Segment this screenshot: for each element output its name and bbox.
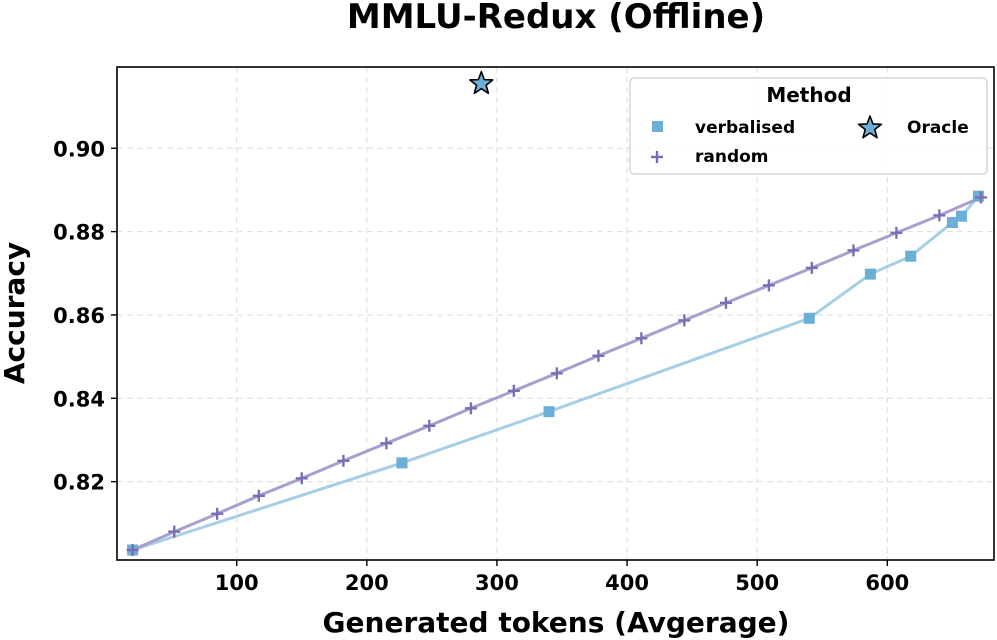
data-point-verbalised — [955, 210, 967, 222]
data-point-random — [974, 191, 987, 204]
data-point-random — [678, 314, 691, 327]
x-tick-label: 600 — [865, 571, 909, 595]
data-point-random — [635, 332, 648, 345]
data-point-verbalised — [396, 457, 408, 469]
data-point-random — [295, 472, 308, 485]
data-point-verbalised — [803, 312, 815, 324]
data-point-random — [592, 349, 605, 362]
legend-box — [629, 77, 988, 175]
data-point-random — [762, 279, 775, 292]
data-point-random — [507, 384, 520, 397]
data-point-random — [126, 543, 139, 556]
y-axis: 0.82 0.84 0.86 0.88 0.90 — [53, 137, 117, 495]
data-point-random — [890, 226, 903, 239]
data-point-random — [847, 244, 860, 257]
x-tick-label: 500 — [735, 571, 779, 595]
x-tick-label: 100 — [215, 571, 259, 595]
x-tick-label: 200 — [345, 571, 389, 595]
x-axis: 100 200 300 400 500 600 — [215, 560, 909, 595]
data-point-verbalised — [972, 190, 984, 202]
legend-marker-random — [651, 151, 663, 163]
legend-marker-oracle — [857, 115, 883, 139]
data-point-random — [464, 402, 477, 415]
data-point-random — [337, 454, 350, 467]
series-markers — [126, 70, 987, 556]
legend-label-random: random — [695, 147, 769, 167]
data-point-oracle — [469, 70, 494, 95]
data-point-random — [805, 261, 818, 274]
data-point-random — [423, 419, 436, 432]
y-tick-label: 0.86 — [53, 304, 105, 328]
x-axis-label: Generated tokens (Avgerage) — [323, 606, 790, 639]
data-point-random — [211, 507, 224, 520]
legend-title: Method — [766, 83, 851, 107]
data-point-verbalised — [864, 268, 876, 280]
data-point-random — [168, 525, 181, 538]
y-tick-label: 0.84 — [53, 387, 105, 411]
data-point-random — [252, 489, 265, 502]
legend-label-verbalised: verbalised — [695, 118, 795, 138]
legend: Method verbalised random Oracle — [629, 77, 988, 175]
legend-marker-verbalised — [652, 121, 663, 132]
y-axis-label: Accuracy — [0, 242, 31, 384]
data-point-verbalised — [543, 406, 555, 418]
data-point-verbalised — [946, 216, 958, 228]
y-tick-label: 0.90 — [53, 137, 105, 161]
legend-label-oracle: Oracle — [907, 118, 969, 138]
plot-frame — [116, 66, 995, 561]
data-point-verbalised — [905, 250, 917, 262]
x-tick-label: 400 — [605, 571, 649, 595]
data-point-random — [550, 367, 563, 380]
chart-title: MMLU-Redux (Offline) — [347, 0, 765, 37]
x-tick-label: 300 — [475, 571, 519, 595]
y-tick-label: 0.82 — [53, 471, 105, 495]
data-point-random — [380, 437, 393, 450]
y-tick-label: 0.88 — [53, 221, 105, 245]
data-point-random — [719, 296, 732, 309]
data-point-random — [933, 209, 946, 222]
